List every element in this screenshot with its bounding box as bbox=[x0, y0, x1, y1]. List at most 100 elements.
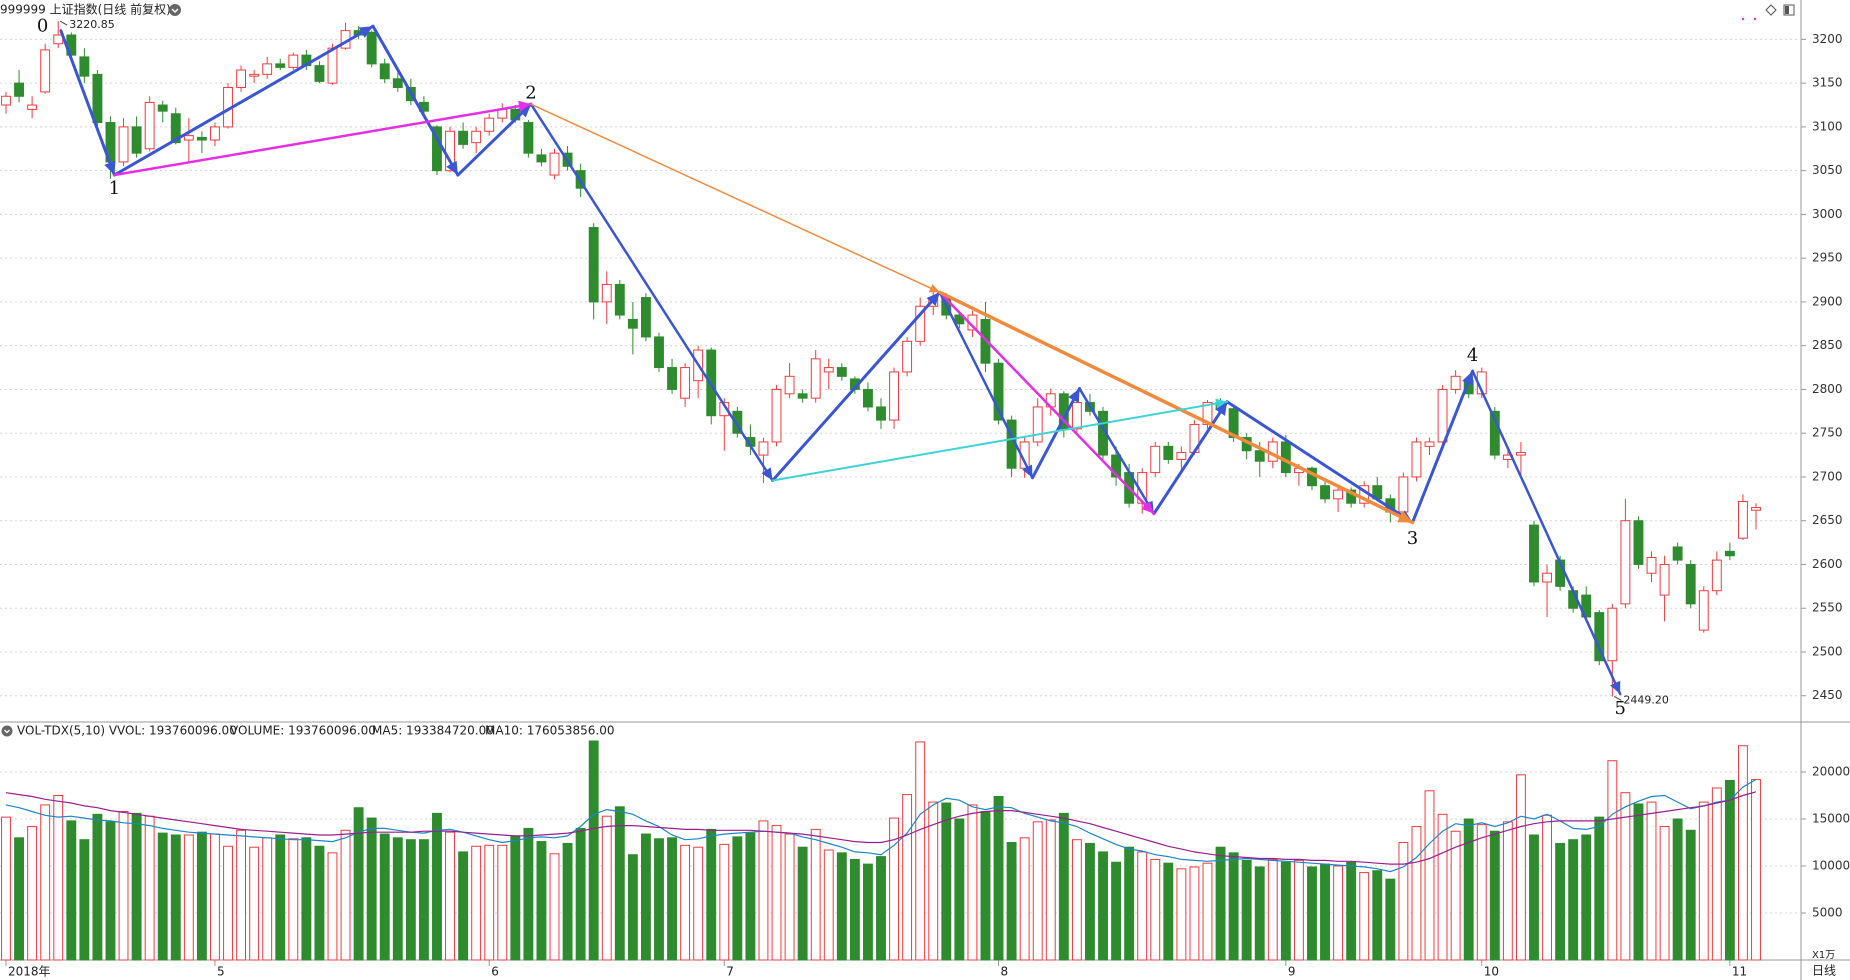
volume-bar bbox=[1058, 812, 1069, 961]
volume-bar bbox=[797, 846, 808, 961]
volume-bar bbox=[1620, 792, 1631, 961]
wave-arrowhead bbox=[1215, 398, 1228, 409]
candle-body bbox=[614, 283, 625, 316]
candle-body bbox=[170, 113, 181, 144]
menu-icon[interactable] bbox=[169, 4, 181, 16]
indicator-label: MA10: 176053856.00 bbox=[485, 724, 615, 738]
volume-bar bbox=[849, 858, 860, 961]
candle-body bbox=[1607, 607, 1618, 662]
y-tick-label: 20000 bbox=[1812, 765, 1850, 779]
volume-bar bbox=[301, 837, 312, 961]
volume-bar bbox=[1594, 816, 1605, 961]
volume-bar bbox=[640, 833, 651, 961]
wave-arrowhead bbox=[1397, 510, 1413, 523]
candle-body bbox=[196, 136, 207, 141]
volume-bar bbox=[1476, 824, 1487, 961]
volume-bar bbox=[1542, 814, 1552, 961]
candle-body bbox=[210, 126, 220, 141]
volume-bar bbox=[1672, 818, 1683, 961]
volume-bar bbox=[680, 844, 691, 961]
volume-bar bbox=[1724, 779, 1735, 961]
menu-icon[interactable] bbox=[1, 725, 13, 737]
toolbar-icon[interactable] bbox=[1765, 4, 1777, 16]
volume-bar bbox=[392, 837, 403, 961]
candle-body bbox=[327, 47, 338, 84]
volume-bar bbox=[549, 853, 560, 961]
candle-body bbox=[588, 227, 599, 303]
volume-bar bbox=[667, 837, 677, 961]
volume-bar bbox=[1032, 821, 1043, 961]
wave-arrowhead bbox=[358, 26, 373, 38]
volume-bar bbox=[1071, 839, 1082, 961]
volume-bar bbox=[1437, 813, 1448, 961]
toolbar-icon-part bbox=[1785, 6, 1789, 14]
volume-bar bbox=[1698, 801, 1709, 961]
wave-arrowhead bbox=[926, 292, 940, 306]
volume-bar bbox=[288, 838, 299, 961]
candle-body bbox=[79, 56, 90, 77]
candle-body bbox=[719, 402, 730, 417]
volume-bar bbox=[693, 846, 704, 961]
volume-bar bbox=[732, 836, 743, 961]
price-marker-label: 3220.85 bbox=[69, 18, 115, 31]
candle-body bbox=[288, 54, 299, 68]
volume-bar bbox=[562, 842, 573, 961]
volume-bar bbox=[1215, 846, 1226, 961]
volume-bar bbox=[654, 838, 664, 961]
candle-body bbox=[366, 31, 377, 65]
candle-body bbox=[249, 73, 260, 77]
candle-body bbox=[915, 305, 926, 342]
volume-bar bbox=[1137, 851, 1148, 961]
volume-bar bbox=[249, 846, 260, 961]
volume-bar bbox=[1228, 852, 1239, 961]
volume-bar bbox=[588, 740, 599, 961]
wave-line bbox=[1411, 369, 1475, 524]
volume-bar bbox=[432, 812, 442, 961]
volume-bar bbox=[445, 831, 455, 961]
candle-body bbox=[1228, 408, 1239, 439]
y-tick-label: 2650 bbox=[1812, 513, 1843, 527]
volume-bar bbox=[810, 828, 821, 961]
volume-bar bbox=[366, 817, 377, 961]
candle-body bbox=[1685, 563, 1696, 605]
candle-body bbox=[1163, 445, 1174, 460]
wave-label: 5 bbox=[1614, 698, 1625, 719]
volume-bar bbox=[327, 852, 338, 961]
volume-bar bbox=[1202, 862, 1213, 961]
candle-body bbox=[1320, 485, 1330, 500]
volume-bar bbox=[745, 832, 756, 961]
candle-body bbox=[1032, 406, 1043, 443]
candle-body bbox=[1672, 546, 1683, 561]
wave-line bbox=[1078, 387, 1156, 515]
volume-unit: X1万 bbox=[1812, 950, 1835, 961]
volume-bar bbox=[1176, 868, 1187, 961]
volume-bar bbox=[967, 804, 978, 961]
menu-icon-arrow bbox=[171, 8, 179, 14]
wave-label: 3 bbox=[1407, 528, 1418, 549]
volume-bar bbox=[353, 807, 364, 961]
volume-bar bbox=[92, 813, 103, 961]
candle-body bbox=[183, 135, 194, 141]
y-tick-label: 3150 bbox=[1812, 76, 1843, 90]
y-tick-label: 10000 bbox=[1812, 859, 1850, 873]
wave-line bbox=[529, 102, 774, 482]
candle-body bbox=[1659, 563, 1670, 596]
candle-body bbox=[1398, 476, 1409, 513]
volume-bar bbox=[196, 831, 207, 961]
wave-line bbox=[1471, 369, 1622, 696]
candle-body bbox=[1424, 441, 1435, 447]
volume-bar bbox=[223, 845, 233, 961]
y-tick-label: 2900 bbox=[1812, 294, 1843, 308]
indicator-label: VOLUME: 193760096.00 bbox=[230, 724, 376, 738]
toolbar-icon[interactable] bbox=[1783, 4, 1795, 16]
candle-body bbox=[1515, 451, 1526, 456]
ma-line bbox=[5, 791, 1757, 865]
volume-bar bbox=[1450, 830, 1461, 961]
volume-bar bbox=[928, 801, 939, 961]
x-tick-label: 8 bbox=[1001, 965, 1009, 979]
candle-body bbox=[92, 73, 103, 124]
menu-icon-arrow bbox=[4, 729, 10, 734]
volume-bar bbox=[183, 834, 194, 961]
wave-arrowhead bbox=[104, 160, 116, 175]
